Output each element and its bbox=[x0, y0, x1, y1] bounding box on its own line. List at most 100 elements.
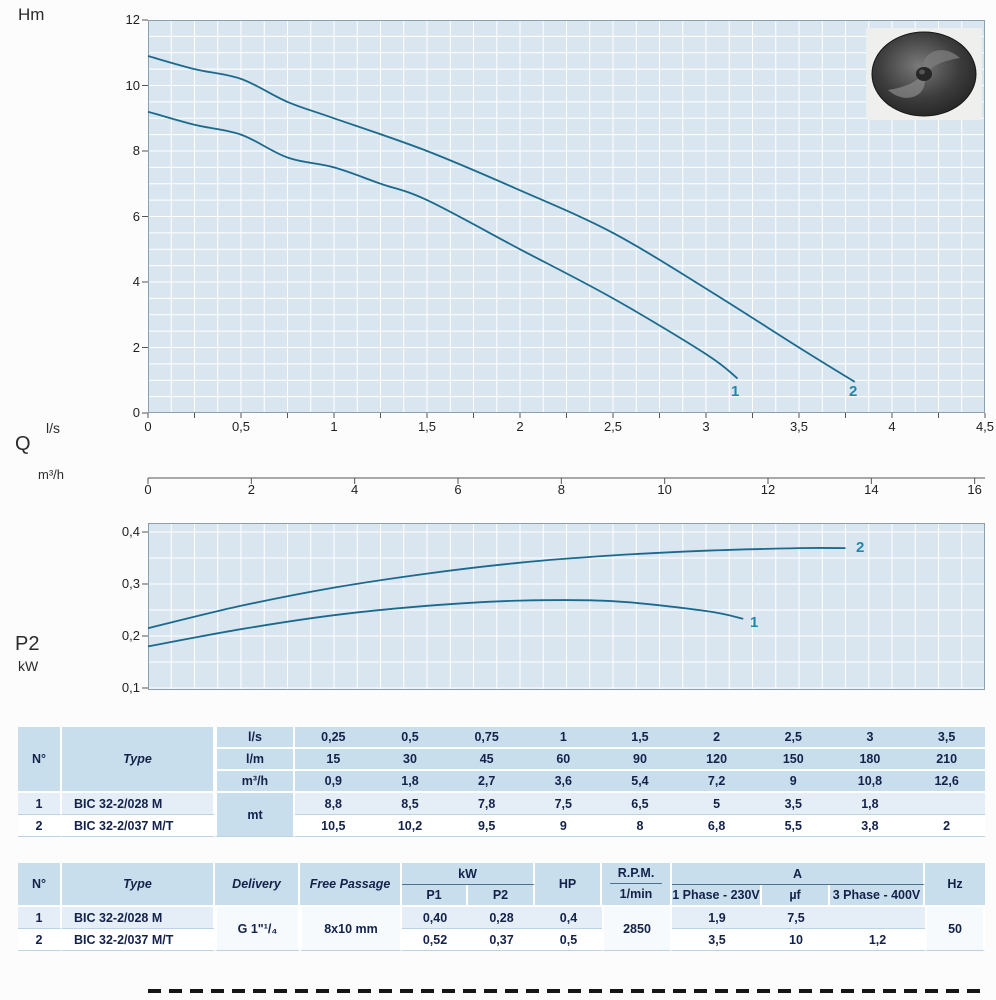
p1-header: P1 bbox=[402, 885, 468, 907]
power-chart bbox=[147, 523, 985, 690]
flow-ls-value: 2 bbox=[678, 727, 755, 749]
flow-ls-value: 0,5 bbox=[371, 727, 449, 749]
m3h-tick-label: 6 bbox=[454, 482, 462, 497]
head-value: 2 bbox=[908, 815, 985, 837]
p2-tick-label: 0,4 bbox=[121, 524, 140, 539]
phase3-header: 3 Phase - 400V bbox=[830, 885, 926, 907]
flow-m3h-value: 12,6 bbox=[908, 771, 985, 793]
p1-value: 0,40 bbox=[402, 907, 468, 929]
flow-ls-value: 2,5 bbox=[754, 727, 832, 749]
rpm-value: 2850 bbox=[602, 907, 672, 951]
head-value: 5 bbox=[678, 793, 755, 815]
amps-400v-value: 1,2 bbox=[830, 929, 926, 951]
head-curve-1 bbox=[147, 110, 739, 380]
free-passage-header: Free Passage bbox=[300, 863, 402, 907]
photo-backdrop bbox=[866, 28, 982, 120]
ls-axis-label: l/s bbox=[46, 420, 60, 436]
flow-lm-value: 60 bbox=[524, 749, 602, 771]
hz-header: Hz bbox=[925, 863, 986, 907]
hydraulic-performance-table: N° Type l/s 0,25 0,5 0,75 1 1,5 2 2,5 3 … bbox=[18, 727, 985, 837]
hm-tick-label: 12 bbox=[125, 12, 140, 27]
flow-m3h-value: 9 bbox=[754, 771, 832, 793]
flow-lm-value: 15 bbox=[295, 749, 372, 771]
pump-row: 2 BIC 32-2/037 M/T 0,52 0,37 0,5 3,5 10 … bbox=[18, 929, 985, 951]
ls-tick-label: 2,5 bbox=[603, 419, 623, 434]
hm-tick-label: 10 bbox=[125, 77, 140, 93]
head-curve-2 bbox=[147, 55, 856, 383]
rpm-unit-label: 1/min bbox=[619, 887, 653, 901]
rect bbox=[148, 523, 985, 690]
pump-type: BIC 32-2/037 M/T bbox=[62, 929, 215, 951]
flow-lm-value: 30 bbox=[371, 749, 449, 771]
ls-tick-label: 2 bbox=[516, 419, 524, 434]
uf-header: µf bbox=[762, 885, 830, 907]
kw-axis-label: kW bbox=[18, 658, 39, 674]
flow-ls-value: 1 bbox=[524, 727, 602, 749]
phase1-header: 1 Phase - 230V bbox=[672, 885, 762, 907]
unit-m3h: m³/h bbox=[215, 771, 295, 793]
rpm-label: R.P.M. bbox=[610, 863, 662, 884]
p2-axis-label: P2 bbox=[15, 633, 40, 655]
flow-ls-value: 0,25 bbox=[295, 727, 372, 749]
head-value: 10,2 bbox=[371, 815, 449, 837]
table-row: m³/h 0,9 1,8 2,7 3,6 5,4 7,2 9 10,8 12,6 bbox=[18, 771, 985, 793]
head-value: 8 bbox=[601, 815, 679, 837]
impeller-vane bbox=[923, 50, 960, 74]
flow-lm-value: 150 bbox=[754, 749, 832, 771]
pump-row: 1 BIC 32-2/028 M G 1"¹/₄ 8x10 mm 0,40 0,… bbox=[18, 907, 986, 951]
impeller-hub-highlight bbox=[919, 69, 925, 75]
impeller-disc bbox=[871, 31, 977, 117]
hp-value: 0,5 bbox=[535, 929, 602, 951]
ls-tick-label: 1 bbox=[330, 419, 338, 434]
flow-lm-value: 45 bbox=[448, 749, 525, 771]
rect bbox=[148, 20, 985, 413]
m3h-tick-label: 8 bbox=[557, 482, 565, 497]
pump-row: 1 BIC 32-2/028 M mt 8,8 8,5 7,8 7,5 6,5 … bbox=[18, 793, 985, 837]
flow-m3h-value: 3,6 bbox=[524, 771, 602, 793]
head-curve-1-label: 1 bbox=[731, 383, 740, 400]
impeller-photo bbox=[866, 28, 982, 120]
rect bbox=[148, 20, 985, 413]
flow-m3h-value: 0,9 bbox=[295, 771, 372, 793]
hp-value: 0,4 bbox=[535, 907, 602, 929]
head-value: 10,5 bbox=[295, 815, 372, 837]
power-curve-2 bbox=[147, 547, 846, 630]
kw-group-header: kW bbox=[402, 863, 535, 885]
m3h-tick-label: 10 bbox=[657, 482, 672, 497]
axes bbox=[142, 19, 986, 689]
power-curve-1 bbox=[147, 599, 744, 648]
ls-tick-label: 4 bbox=[888, 419, 896, 434]
head-value: 9,5 bbox=[448, 815, 525, 837]
flow-m3h-value: 1,8 bbox=[371, 771, 449, 793]
m3h-axis-label: m³/h bbox=[38, 467, 64, 482]
head-value: 1,8 bbox=[831, 793, 909, 815]
pump-number: 1 bbox=[18, 907, 62, 929]
pump-type: BIC 32-2/028 M bbox=[62, 793, 215, 815]
m3h-tick-label: 14 bbox=[864, 482, 879, 497]
uf-value: 7,5 bbox=[762, 907, 830, 929]
head-value: 6,5 bbox=[601, 793, 679, 815]
power-curve-1-label: 1 bbox=[750, 614, 759, 631]
hm-axis-label: Hm bbox=[18, 5, 45, 24]
ls-tick-label: 4,5 bbox=[975, 419, 995, 434]
head-value: 5,5 bbox=[754, 815, 832, 837]
power-curve-2-label: 2 bbox=[856, 539, 865, 556]
hm-tick-label: 6 bbox=[132, 208, 140, 224]
m3h-tick-label: 0 bbox=[144, 482, 152, 497]
q-axis-label: Q bbox=[15, 433, 31, 455]
head-curve-2-label: 2 bbox=[849, 383, 858, 400]
hz-value: 50 bbox=[925, 907, 986, 951]
table-row: N° Type Delivery Free Passage kW HP R.P.… bbox=[18, 863, 986, 907]
head-value: 6,8 bbox=[678, 815, 755, 837]
a-group-header: A bbox=[672, 863, 926, 885]
rect bbox=[148, 523, 985, 690]
pump-type: BIC 32-2/037 M/T bbox=[62, 815, 215, 837]
table-row: l/m 15 30 45 60 90 120 150 180 210 bbox=[18, 749, 985, 771]
pump-row: 2 BIC 32-2/037 M/T 10,5 10,2 9,5 9 8 6,8… bbox=[18, 815, 985, 837]
n-column-header: N° bbox=[18, 863, 62, 907]
ls-tick-label: 3,5 bbox=[789, 419, 809, 434]
m3h-tick-label: 16 bbox=[967, 482, 982, 497]
table-row: N° Type l/s 0,25 0,5 0,75 1 1,5 2 2,5 3 … bbox=[18, 727, 985, 793]
